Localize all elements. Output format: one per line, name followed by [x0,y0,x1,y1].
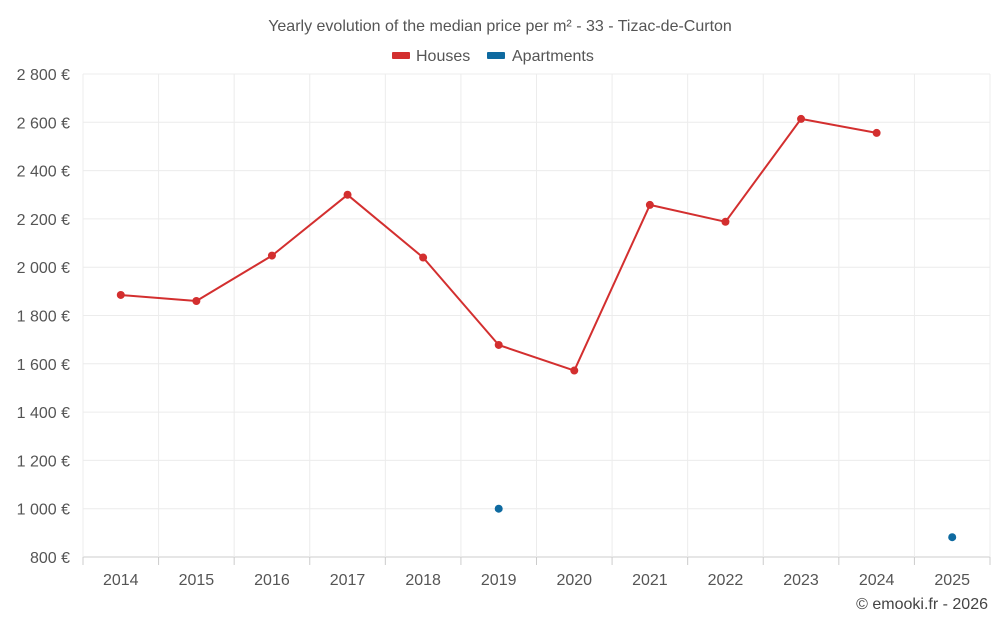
x-tick-label: 2016 [254,572,290,589]
x-tick-label: 2019 [481,572,517,589]
x-tick-label: 2014 [103,572,139,589]
y-tick-label: 1 400 € [17,405,70,422]
credit: © emooki.fr - 2026 [856,596,988,613]
y-tick-label: 1 600 € [17,357,70,374]
x-tick-label: 2020 [556,572,592,589]
legend-swatch-apartments [487,52,505,59]
legend: Houses Apartments [392,48,594,65]
data-point-houses-2014[interactable] [116,290,125,299]
data-point-houses-2021[interactable] [645,200,654,209]
data-point-houses-2020[interactable] [570,366,579,375]
data-point-houses-2022[interactable] [721,217,730,226]
x-tick-label: 2017 [330,572,366,589]
x-tick-label: 2021 [632,572,668,589]
series-houses [116,114,881,375]
legend-label-houses: Houses [416,48,470,65]
data-point-houses-2015[interactable] [192,297,201,306]
y-tick-label: 2 000 € [17,260,70,277]
legend-swatch-houses [392,52,410,59]
legend-label-apartments: Apartments [512,48,594,65]
series-apartments [494,504,957,542]
y-axis-ticks: 800 € 1 000 € 1 200 € 1 400 € 1 600 € 1 800 €… [17,67,70,567]
legend-item-apartments[interactable]: Apartments [487,48,594,65]
x-tick-label: 2025 [934,572,970,589]
data-point-apartments-2025[interactable] [948,533,957,542]
y-tick-label: 2 400 € [17,164,70,181]
data-point-houses-2023[interactable] [797,114,806,123]
x-tick-label: 2018 [405,572,441,589]
y-tick-label: 2 600 € [17,115,70,132]
x-tick-label: 2015 [179,572,215,589]
data-point-houses-2018[interactable] [419,253,428,262]
data-point-houses-2019[interactable] [494,340,503,349]
y-tick-label: 2 800 € [17,67,70,84]
y-tick-label: 1 800 € [17,309,70,326]
chart-title: Yearly evolution of the median price per… [268,18,732,35]
x-tick-label: 2022 [708,572,744,589]
y-tick-label: 1 200 € [17,453,70,470]
x-tick-label: 2024 [859,572,895,589]
series-layer [116,114,957,542]
data-point-houses-2017[interactable] [343,190,352,199]
legend-item-houses[interactable]: Houses [392,48,470,65]
y-tick-label: 2 200 € [17,212,70,229]
y-tick-label: 1 000 € [17,502,70,519]
data-point-houses-2016[interactable] [267,251,276,260]
data-point-houses-2024[interactable] [872,128,881,137]
x-tick-label: 2023 [783,572,819,589]
grid [82,73,991,565]
x-axis-ticks: 2014 2015 2016 2017 2018 2019 2020 2021 2022 2023… [103,572,970,589]
data-point-apartments-2019[interactable] [494,504,503,513]
y-tick-label: 800 € [30,550,70,567]
